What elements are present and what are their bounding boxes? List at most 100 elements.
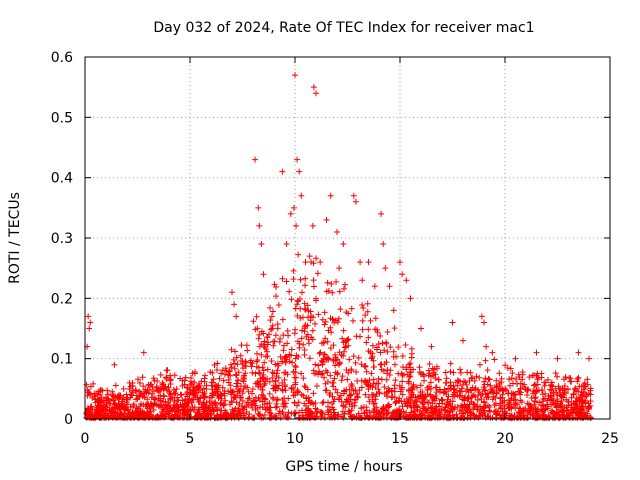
y-tick-label: 0.1 [51, 352, 73, 368]
data-point [417, 382, 424, 389]
data-point [338, 377, 345, 384]
data-point [228, 398, 235, 405]
data-point [466, 377, 473, 384]
data-point [403, 409, 410, 416]
data-point [193, 414, 200, 421]
data-point [279, 386, 286, 393]
data-point [316, 368, 323, 375]
data-point [136, 413, 143, 420]
data-point [363, 368, 370, 375]
data-point [362, 391, 369, 398]
data-point [84, 408, 91, 415]
data-point [299, 289, 306, 296]
data-point [398, 398, 405, 405]
data-point [207, 369, 214, 376]
data-point [87, 319, 94, 326]
data-point [83, 381, 90, 388]
data-point [192, 392, 199, 399]
data-point [122, 407, 129, 414]
data-point [567, 378, 574, 385]
data-point [445, 409, 452, 416]
data-point [275, 382, 282, 389]
data-point [334, 228, 340, 235]
data-point [325, 399, 332, 406]
data-point [312, 405, 319, 412]
data-point [482, 413, 489, 420]
data-point [325, 327, 332, 334]
data-point [554, 398, 561, 405]
data-point [502, 385, 509, 392]
data-point [188, 380, 195, 387]
data-point [524, 400, 531, 407]
y-tick-label: 0 [64, 412, 73, 428]
data-point [486, 376, 493, 383]
data-point [261, 338, 268, 345]
data-point [105, 396, 112, 403]
y-axis-label: ROTI / TECUs [7, 192, 23, 284]
data-point [369, 354, 376, 361]
data-point [313, 255, 320, 262]
data-point [450, 383, 457, 390]
data-point [111, 410, 118, 417]
data-point [366, 398, 373, 405]
data-point [271, 281, 278, 288]
y-tick-label: 0.2 [51, 291, 73, 307]
data-point [288, 410, 295, 417]
data-point [94, 409, 101, 416]
data-point [220, 377, 227, 384]
data-point [376, 389, 383, 396]
data-point [297, 276, 304, 283]
data-point [139, 374, 146, 381]
data-point [286, 288, 293, 295]
data-point [587, 398, 594, 405]
data-point [570, 390, 577, 397]
data-point [232, 371, 239, 378]
data-point [340, 241, 347, 248]
data-point [378, 376, 385, 383]
data-point [323, 216, 330, 223]
data-point [507, 403, 514, 410]
data-point [273, 400, 280, 407]
data-point [161, 393, 168, 400]
data-point [279, 275, 286, 282]
data-point [243, 342, 250, 349]
data-point [570, 414, 577, 421]
data-point [475, 392, 482, 399]
data-point [281, 369, 288, 376]
data-point [267, 304, 274, 311]
data-point [548, 395, 555, 402]
data-point [455, 377, 462, 384]
data-point [356, 387, 363, 394]
data-point [274, 367, 281, 374]
data-point [302, 322, 309, 329]
data-point [430, 411, 437, 418]
data-point [520, 408, 527, 415]
data-point [375, 386, 382, 393]
data-point [516, 374, 523, 381]
data-point [268, 313, 275, 320]
data-point [265, 339, 272, 346]
data-point [358, 361, 365, 368]
data-point [459, 381, 466, 388]
data-point [391, 361, 398, 368]
data-point [564, 412, 571, 419]
data-point [528, 395, 535, 402]
data-point [467, 414, 474, 421]
data-point [272, 293, 279, 300]
data-point [104, 387, 111, 394]
data-point [275, 302, 282, 309]
data-point [372, 326, 379, 333]
data-point [255, 204, 262, 211]
data-point [239, 390, 246, 397]
scatter-points [83, 72, 594, 421]
data-point [167, 395, 174, 402]
data-point [476, 388, 483, 395]
data-point [413, 398, 420, 405]
data-point [222, 365, 229, 372]
data-point [228, 346, 235, 353]
data-point [473, 406, 480, 413]
data-point [310, 277, 317, 284]
data-point [311, 414, 318, 421]
data-point [439, 400, 446, 407]
data-point [258, 351, 265, 358]
